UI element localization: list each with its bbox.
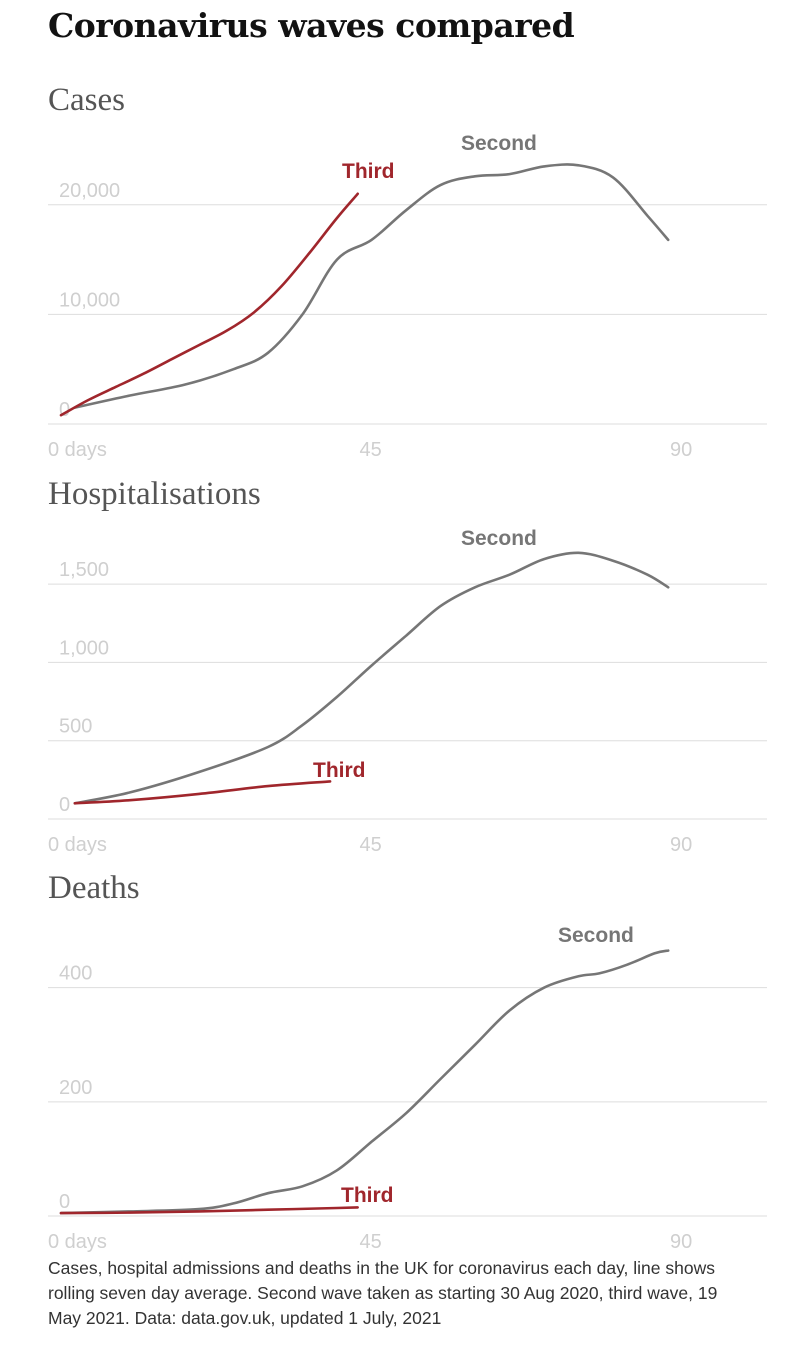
hospitalisations-x-tick-label-0: 0 days [48, 834, 107, 856]
cases-x-tick-label-0: 0 days [48, 439, 107, 461]
footnote: Cases, hospital admissions and deaths in… [48, 1258, 718, 1328]
cases-x-tick-label-1: 45 [360, 439, 382, 461]
hospitalisations-chart: 0 500 1,000 1,500 0 days 45 90 Second Third [48, 527, 767, 856]
hospitalisations-x-tick-label-2: 90 [670, 834, 692, 856]
deaths-third-label: Third [341, 1184, 394, 1207]
cases-second-label: Second [461, 132, 537, 155]
deaths-y-tick-label-1: 200 [59, 1077, 92, 1099]
deaths-y-tick-label-0: 0 [59, 1191, 70, 1213]
hospitalisations-y-tick-label-2: 1,000 [59, 637, 109, 659]
deaths-second-line [59, 949, 670, 1215]
chart-title: Coronavirus waves compared [48, 6, 575, 45]
deaths-x-tick-label-0: 0 days [48, 1231, 107, 1253]
hospitalisations-y-tick-label-0: 0 [59, 794, 70, 816]
hospitalisations-third-label: Third [313, 759, 366, 782]
cases-panel-title: Cases [48, 82, 125, 118]
cases-third-line [59, 192, 359, 417]
cases-chart: 0 10,000 20,000 0 days 45 90 Second Third [48, 132, 767, 461]
deaths-x-tick-label-2: 90 [670, 1231, 692, 1253]
hospitalisations-second-line [73, 551, 670, 805]
cases-x-tick-label-2: 90 [670, 439, 692, 461]
hospitalisations-x-tick-label-1: 45 [360, 834, 382, 856]
deaths-chart: 0 200 400 0 days 45 90 Second Third [48, 924, 767, 1253]
cases-third-label: Third [342, 160, 395, 183]
cases-y-tick-label-2: 20,000 [59, 180, 120, 202]
cases-second-line [73, 163, 670, 409]
hospitalisations-y-tick-label-1: 500 [59, 716, 92, 738]
hospitalisations-second-label: Second [461, 527, 537, 550]
hospitalisations-panel-title: Hospitalisations [48, 476, 261, 512]
cases-y-tick-label-1: 10,000 [59, 289, 120, 311]
deaths-second-label: Second [558, 924, 634, 947]
hospitalisations-y-tick-label-3: 1,500 [59, 559, 109, 581]
deaths-panel-title: Deaths [48, 870, 140, 906]
deaths-x-tick-label-1: 45 [360, 1231, 382, 1253]
cases-y-tick-label-0: 0 [59, 399, 70, 421]
deaths-third-line [59, 1206, 359, 1215]
hospitalisations-third-line [73, 780, 332, 805]
deaths-y-tick-label-2: 400 [59, 963, 92, 985]
